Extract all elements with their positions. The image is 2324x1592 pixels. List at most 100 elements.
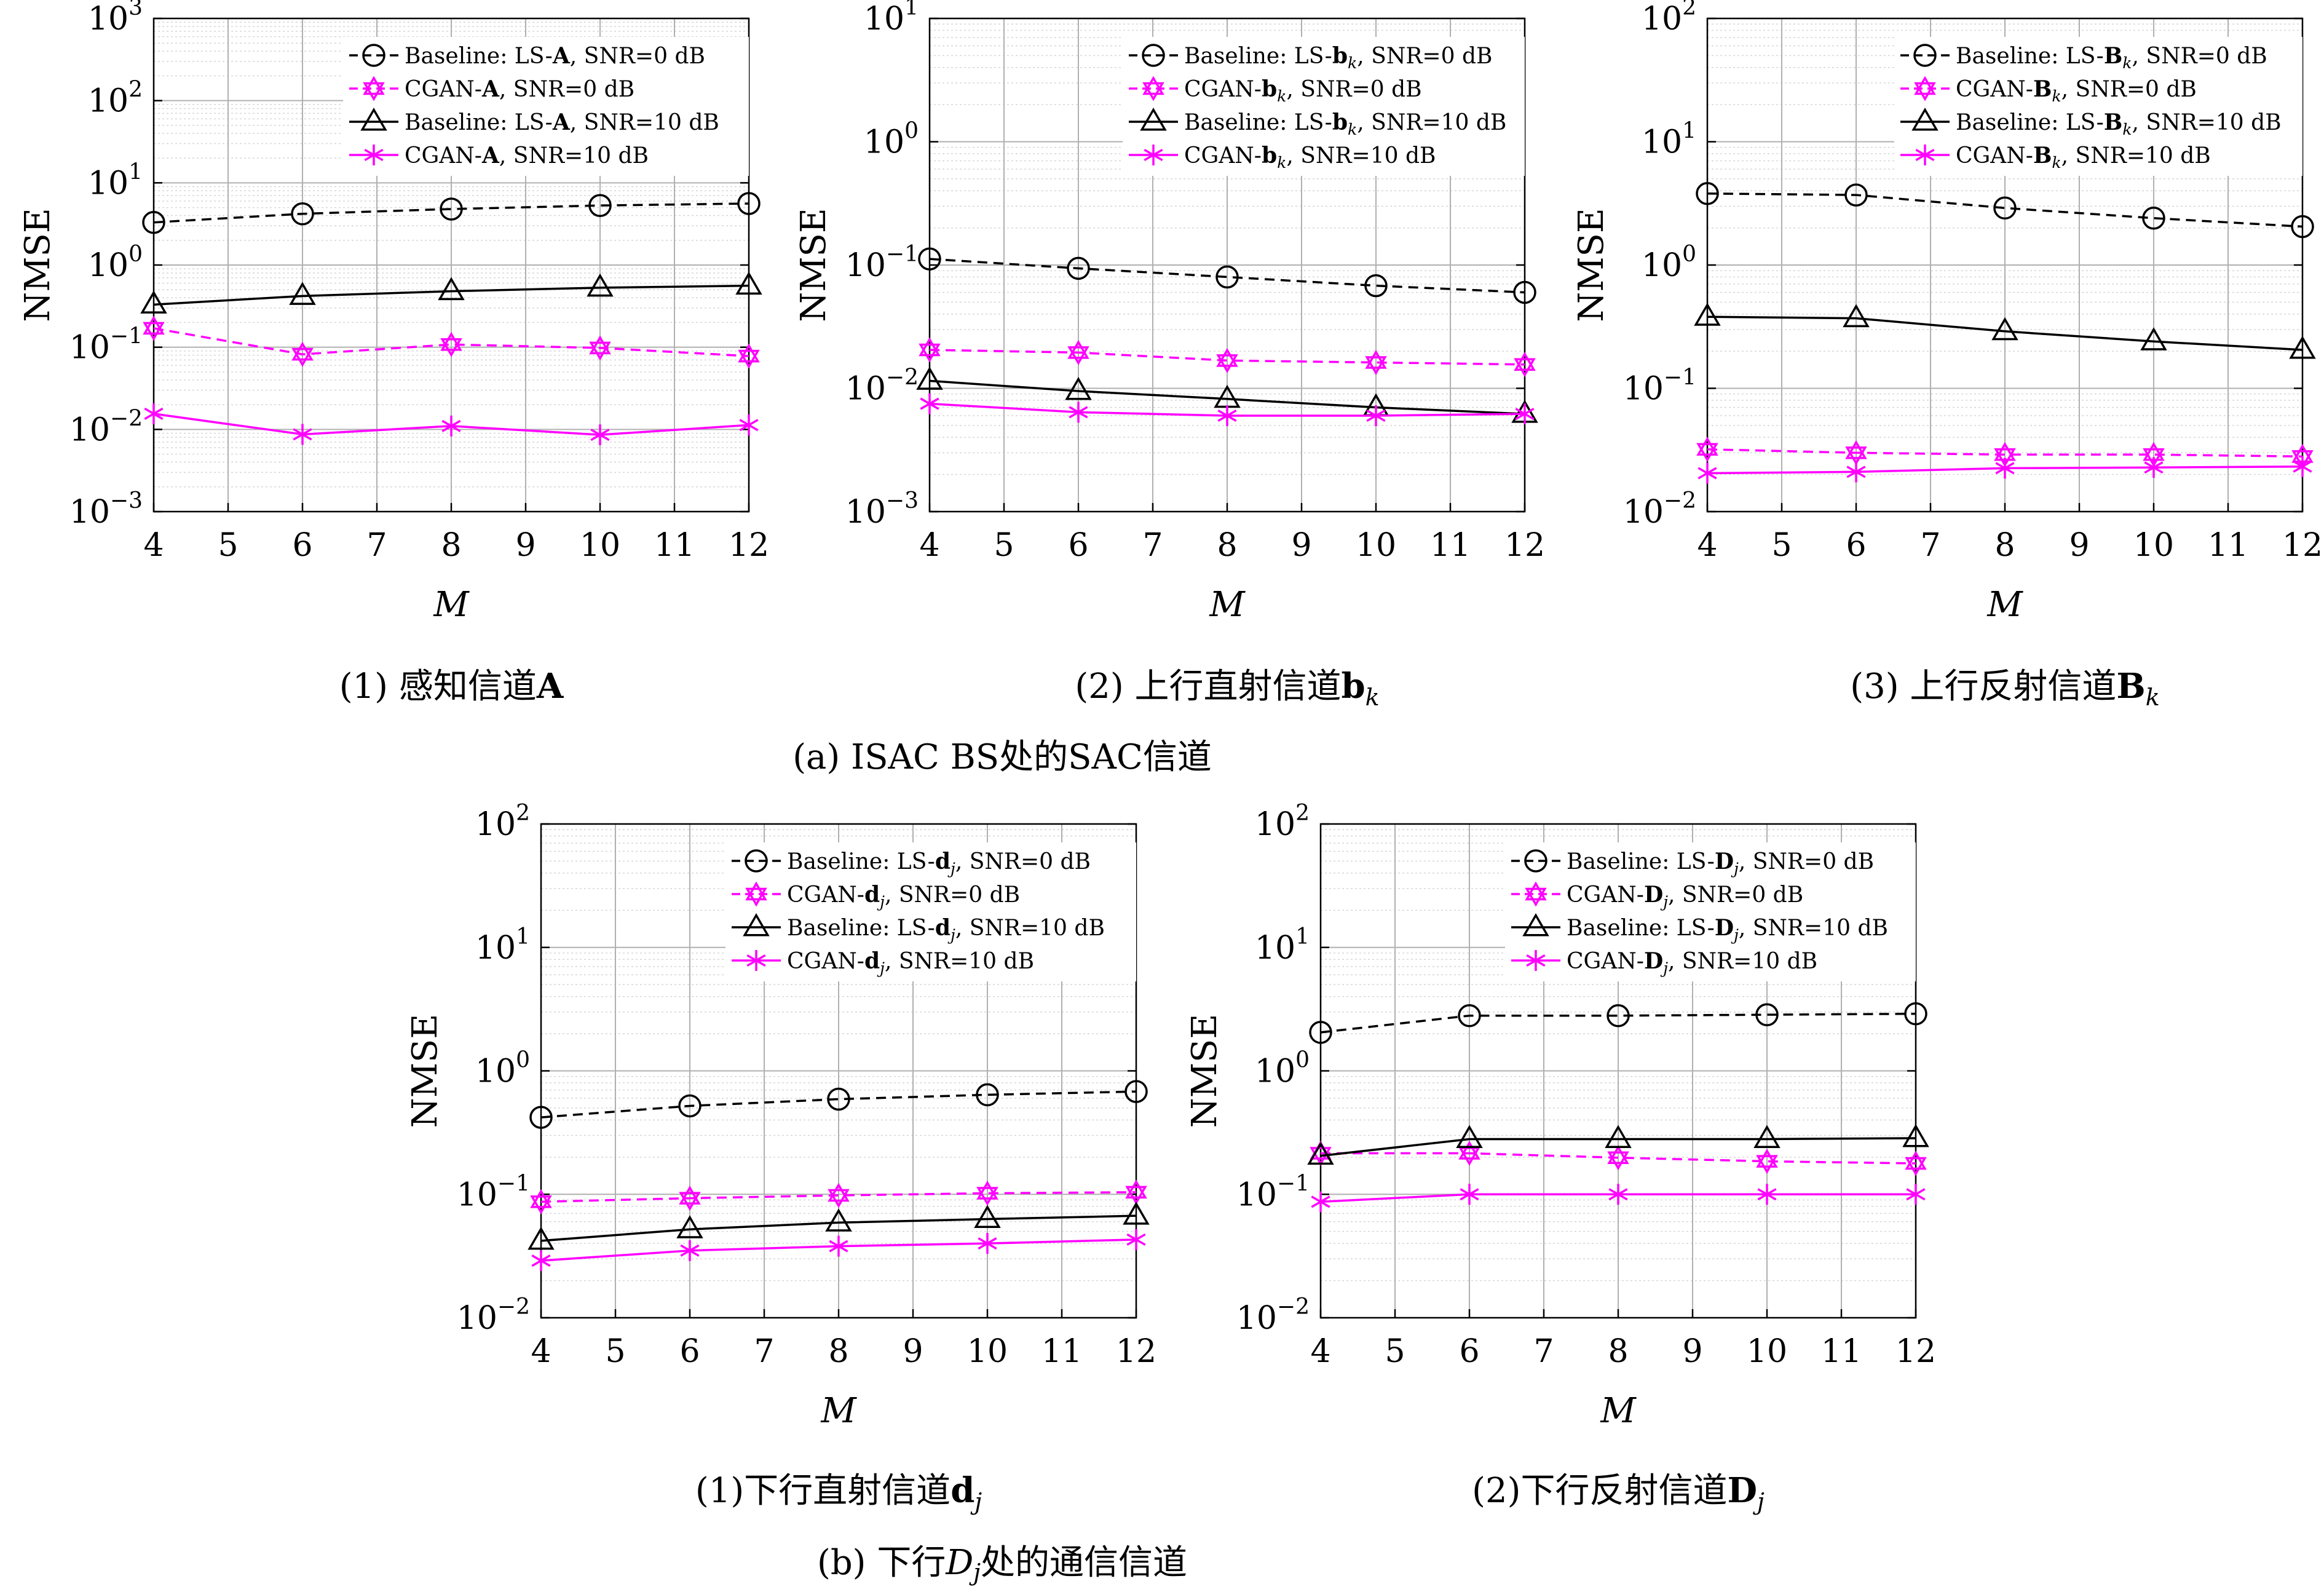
x-axis-label: M bbox=[433, 585, 470, 625]
legend-marker bbox=[1913, 44, 1937, 67]
legend-label-symbol: b bbox=[1262, 143, 1277, 168]
data-point bbox=[1458, 1141, 1480, 1166]
y-tick-label: 101 bbox=[1255, 924, 1310, 967]
data-point bbox=[289, 282, 316, 305]
x-tick-label: 8 bbox=[1994, 527, 2015, 564]
data-point bbox=[1607, 1004, 1630, 1028]
data-point bbox=[1995, 457, 2015, 479]
legend-label-post: , SNR=0 dB bbox=[955, 849, 1091, 874]
x-tick-label: 5 bbox=[994, 527, 1014, 564]
y-tick-label: 10−2 bbox=[1236, 1294, 1310, 1337]
y-tick-label: 101 bbox=[475, 924, 530, 967]
legend-entry: Baseline: LS-Bk, SNR=10 dB bbox=[1956, 109, 2282, 138]
data-point bbox=[828, 1182, 850, 1208]
legend-label-sub: k bbox=[2122, 121, 2132, 138]
data-point bbox=[1065, 376, 1092, 400]
x-tick-label: 12 bbox=[1504, 527, 1545, 564]
data-point bbox=[528, 1226, 555, 1250]
series-4 bbox=[1311, 1184, 1926, 1213]
y-tick-label: 101 bbox=[1642, 119, 1696, 161]
x-tick-label: 8 bbox=[441, 527, 461, 564]
data-point bbox=[1126, 1229, 1146, 1250]
x-tick-label: 12 bbox=[1895, 1333, 1936, 1370]
data-point bbox=[438, 277, 465, 301]
legend-label-post: , SNR=10 dB bbox=[955, 916, 1105, 941]
legend-marker bbox=[364, 145, 384, 165]
x-tick-label: 9 bbox=[515, 527, 536, 564]
legend-box bbox=[1123, 37, 1525, 176]
data-point bbox=[1123, 1202, 1150, 1225]
legend-entry: CGAN-dj, SNR=10 dB bbox=[787, 948, 1034, 977]
data-point bbox=[1904, 1002, 1927, 1026]
y-tick-label: 10−2 bbox=[1623, 488, 1696, 531]
legend-label-pre: Baseline: LS- bbox=[1567, 849, 1715, 874]
x-tick-label: 5 bbox=[1771, 527, 1792, 564]
legend-label-post: , SNR=10 dB bbox=[2061, 143, 2211, 168]
legend-label-symbol: A bbox=[552, 109, 571, 135]
data-point bbox=[918, 247, 941, 271]
legend-marker bbox=[1144, 145, 1163, 165]
series-2 bbox=[530, 1179, 1147, 1214]
x-tick-label: 5 bbox=[1385, 1333, 1405, 1370]
x-tick-label: 11 bbox=[1430, 527, 1471, 564]
legend-label-symbol: b bbox=[1332, 43, 1348, 69]
data-point bbox=[589, 335, 611, 361]
series-2 bbox=[919, 337, 1536, 378]
chart-panel-5: 10−2 10−1 100 101 102 4 5 6 7 8 9 10 11 12 NMSE M Baseli… bbox=[1185, 801, 1936, 1515]
series-line bbox=[540, 1191, 1137, 1203]
grid bbox=[540, 823, 1137, 1318]
data-point bbox=[1607, 1145, 1629, 1171]
data-point bbox=[2142, 207, 2165, 230]
data-point bbox=[976, 1083, 999, 1107]
series-line bbox=[929, 379, 1525, 415]
panel-caption: (2)下行反射信道Dj bbox=[1472, 1470, 1765, 1515]
legend: Baseline: LS-Dj, SNR=0 dB CGAN-Dj, SNR=0 … bbox=[1505, 842, 1916, 981]
y-tick-label: 10−2 bbox=[845, 365, 919, 408]
data-point bbox=[1364, 274, 1388, 298]
data-point bbox=[142, 210, 165, 234]
legend-label-sub: k bbox=[2052, 87, 2061, 105]
panel-caption: (2) 上行直射信道bk bbox=[1075, 666, 1379, 711]
legend-label-post: , SNR=0 dB bbox=[1739, 849, 1874, 874]
legend-label-pre: Baseline: LS- bbox=[1567, 916, 1715, 941]
group-caption-b-prefix: (b) 下行 bbox=[817, 1543, 946, 1583]
data-point bbox=[1756, 1149, 1778, 1174]
data-point bbox=[825, 1208, 852, 1232]
legend-entry: Baseline: LS-dj, SNR=10 dB bbox=[787, 915, 1105, 944]
data-point bbox=[1694, 303, 1721, 326]
legend-marker bbox=[1142, 76, 1164, 101]
data-point bbox=[1906, 1184, 1926, 1205]
series-line bbox=[1320, 1012, 1916, 1034]
data-point bbox=[1311, 1191, 1330, 1213]
legend-label-symbol: A bbox=[552, 43, 571, 69]
data-point bbox=[676, 1215, 703, 1238]
legend-label-post: , SNR=0 dB bbox=[1668, 882, 1803, 908]
y-tick-label: 10−3 bbox=[69, 488, 143, 531]
data-point bbox=[1456, 1125, 1483, 1148]
data-point bbox=[590, 424, 610, 446]
legend-entry: Baseline: LS-Dj, SNR=10 dB bbox=[1567, 915, 1888, 944]
x-tick-label: 6 bbox=[292, 527, 312, 564]
data-point bbox=[1513, 280, 1536, 304]
legend-label-symbol: B bbox=[2104, 109, 2122, 135]
legend-label-sub: k bbox=[1348, 54, 1357, 72]
legend-label-post: , SNR=0 dB bbox=[499, 77, 634, 102]
data-point bbox=[1843, 304, 1870, 328]
x-tick-label: 11 bbox=[654, 527, 695, 564]
series-2 bbox=[1310, 1141, 1927, 1176]
legend-marker bbox=[743, 913, 770, 937]
series-4 bbox=[1698, 456, 2312, 484]
y-tick-label: 102 bbox=[1642, 0, 1696, 38]
data-point bbox=[1991, 317, 2018, 341]
series-3 bbox=[528, 1202, 1150, 1250]
x-tick-label: 8 bbox=[1217, 527, 1237, 564]
data-point bbox=[978, 1233, 997, 1254]
series-1 bbox=[1696, 182, 2314, 239]
y-tick-label: 10−1 bbox=[845, 242, 919, 284]
x-tick-label: 6 bbox=[1459, 1333, 1479, 1370]
data-point bbox=[1309, 1021, 1332, 1044]
y-axis-label: NMSE bbox=[18, 208, 58, 322]
data-point bbox=[2140, 327, 2167, 350]
legend-label-symbol: d bbox=[864, 948, 880, 974]
